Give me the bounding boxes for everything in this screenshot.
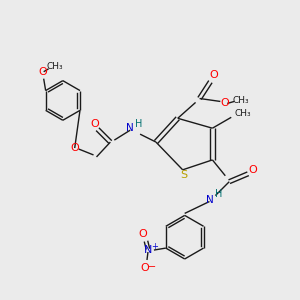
- Text: O: O: [209, 70, 218, 80]
- Text: O: O: [249, 165, 257, 175]
- Text: H: H: [135, 119, 143, 129]
- Text: N: N: [126, 123, 134, 133]
- Text: O: O: [139, 229, 147, 239]
- Text: CH₃: CH₃: [235, 109, 251, 118]
- Text: N: N: [144, 245, 152, 255]
- Text: CH₃: CH₃: [233, 96, 250, 105]
- Text: O: O: [141, 263, 149, 273]
- Text: O: O: [70, 143, 79, 153]
- Text: O: O: [38, 67, 47, 77]
- Text: H: H: [215, 189, 222, 199]
- Text: +: +: [152, 242, 158, 250]
- Text: −: −: [148, 262, 156, 272]
- Text: O: O: [220, 98, 229, 108]
- Text: S: S: [180, 170, 187, 180]
- Text: CH₃: CH₃: [46, 62, 63, 71]
- Text: N: N: [206, 194, 213, 205]
- Text: O: O: [90, 119, 99, 129]
